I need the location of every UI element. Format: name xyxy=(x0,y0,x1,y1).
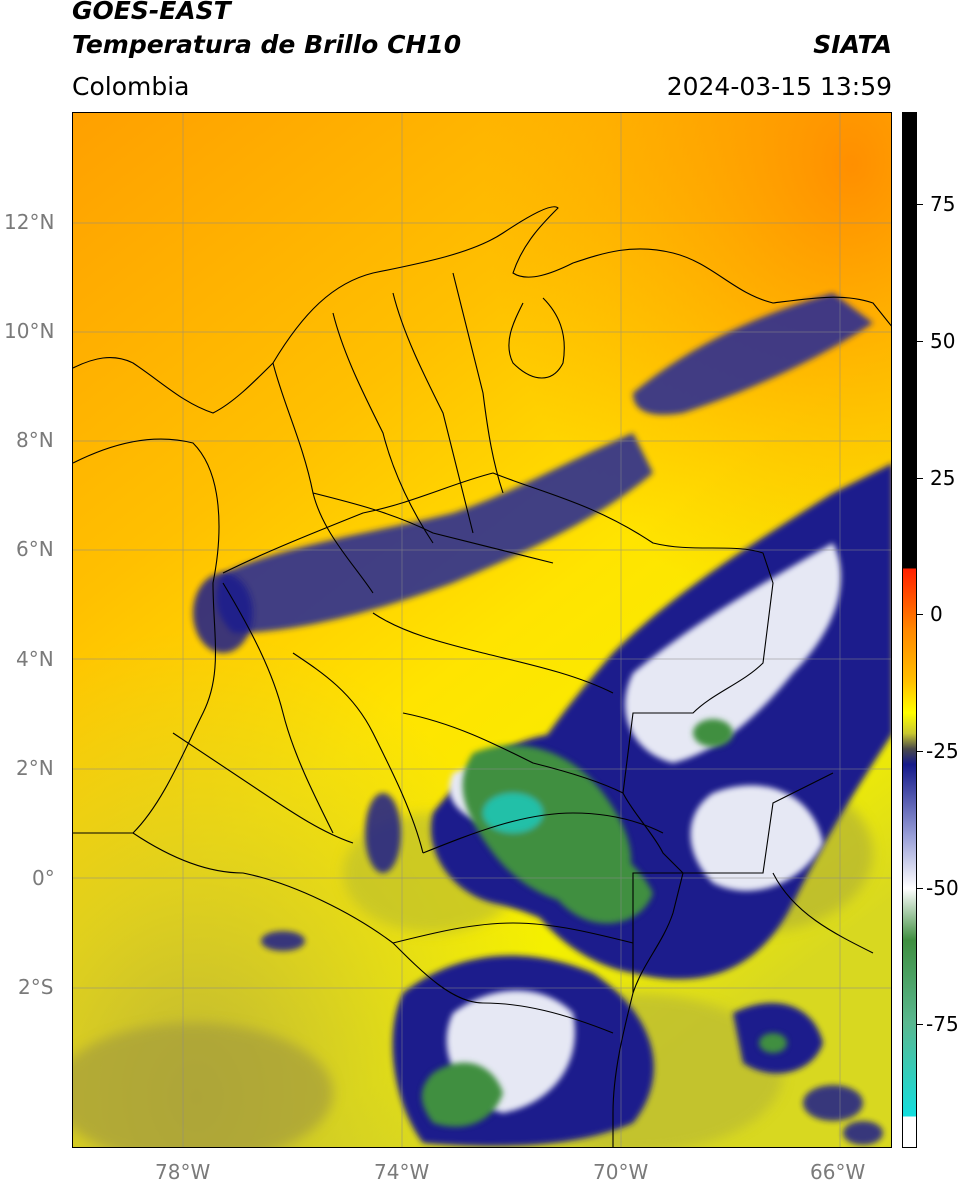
lat-label-4n: 4°N xyxy=(16,647,54,671)
colorbar-tick xyxy=(917,614,923,615)
lon-label-74w: 74°W xyxy=(374,1160,430,1184)
colorbar-tick xyxy=(917,751,923,752)
lat-label-2s: 2°S xyxy=(18,975,54,999)
temperature-colorbar xyxy=(902,112,917,1148)
colorbar-tick xyxy=(917,1024,923,1025)
lat-label-0: 0° xyxy=(32,866,55,890)
product-title: Temperatura de Brillo CH10 xyxy=(72,30,462,59)
colorbar-tick xyxy=(917,478,923,479)
lon-label-78w: 78°W xyxy=(155,1160,211,1184)
lat-label-10n: 10°N xyxy=(4,319,55,343)
colorbar-label-0: 0 xyxy=(930,602,943,626)
colorbar-label-minus75: -75 xyxy=(926,1012,959,1036)
colorbar-label-25: 25 xyxy=(930,466,956,490)
colorbar-label-50: 50 xyxy=(930,329,956,353)
lon-label-66w: 66°W xyxy=(810,1160,866,1184)
lat-label-8n: 8°N xyxy=(16,428,54,452)
graticule xyxy=(73,113,891,1147)
map-panel[interactable] xyxy=(72,112,892,1148)
colorbar-tick xyxy=(917,204,923,205)
colorbar-tick xyxy=(917,888,923,889)
agency-label: SIATA xyxy=(813,30,892,59)
boundaries xyxy=(73,206,891,1147)
satellite-title: GOES-EAST xyxy=(72,0,231,25)
brightness-temperature-map xyxy=(73,113,891,1147)
datetime-label: 2024-03-15 13:59 xyxy=(666,72,892,101)
colorbar-label-minus50: -50 xyxy=(926,876,959,900)
colorbar-label-75: 75 xyxy=(930,192,956,216)
lat-label-6n: 6°N xyxy=(16,537,54,561)
lon-label-70w: 70°W xyxy=(593,1160,649,1184)
colorbar-label-minus25: -25 xyxy=(926,739,959,763)
lat-label-2n: 2°N xyxy=(16,756,54,780)
region-label: Colombia xyxy=(72,72,190,101)
colorbar-tick xyxy=(917,341,923,342)
lat-label-12n: 12°N xyxy=(4,210,55,234)
